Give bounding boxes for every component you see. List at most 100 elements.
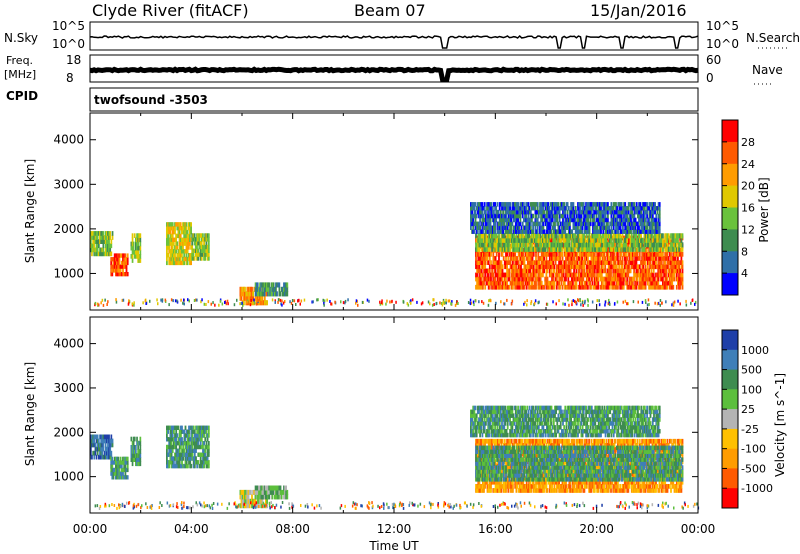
power-cell [577, 221, 579, 227]
power-cell [667, 256, 670, 261]
power-cell [492, 264, 495, 270]
power-cell [555, 229, 557, 234]
power-cell [656, 252, 659, 257]
power-cell [680, 242, 683, 248]
power-cell [545, 233, 548, 239]
power-cell [585, 280, 588, 286]
power-ground-cell [523, 302, 525, 306]
power-cell [484, 284, 487, 290]
power-cell [175, 222, 177, 227]
power-cell [535, 280, 537, 286]
power-cell [649, 276, 652, 282]
power-cell [500, 260, 503, 265]
power-cell [547, 260, 550, 265]
power-cell [548, 264, 551, 270]
power-ground-cell [212, 301, 214, 305]
power-cell [563, 252, 566, 257]
velocity-cell [131, 445, 134, 450]
power-cell [633, 264, 635, 270]
power-cell [184, 241, 187, 246]
power-ground-cell [645, 300, 647, 304]
power-cell [124, 257, 127, 262]
power-cell [482, 225, 485, 230]
power-cell [107, 239, 109, 244]
power-ground-cell [326, 298, 328, 302]
power-cell [516, 213, 518, 219]
power-cell [619, 272, 622, 278]
power-cell [627, 243, 630, 249]
power-cell [618, 221, 621, 227]
power-cell [555, 239, 558, 245]
power-cell [506, 264, 508, 270]
power-cell [204, 252, 207, 257]
power-cell [568, 272, 571, 278]
power-cell [541, 213, 544, 219]
power-cell [259, 282, 261, 288]
power-cell [104, 243, 107, 249]
power-cell [678, 284, 680, 290]
power-cell [566, 221, 569, 227]
power-cell [476, 209, 479, 215]
power-cell [631, 221, 633, 227]
power-cell [635, 284, 638, 290]
power-cell [516, 229, 518, 234]
power-cell [590, 209, 593, 215]
power-ground-cell [433, 303, 435, 306]
power-cell [595, 206, 598, 211]
power-cell [614, 284, 617, 290]
power-cell [485, 225, 487, 230]
power-cell [622, 217, 624, 223]
power-cell [258, 291, 260, 297]
power-cell [552, 213, 555, 219]
power-cell [136, 233, 138, 238]
velocity-cell [104, 434, 107, 440]
power-cell [501, 217, 503, 223]
power-ground-cell [176, 299, 178, 303]
power-cell [261, 300, 264, 306]
power-cell [527, 202, 530, 207]
power-cell [497, 284, 499, 290]
power-cell [576, 242, 579, 248]
power-cell [558, 229, 561, 234]
power-cell [531, 276, 534, 282]
power-cell [592, 264, 595, 270]
power-cell [184, 226, 187, 231]
power-cell [520, 264, 522, 270]
power-cell [613, 260, 616, 265]
power-cell [101, 247, 104, 253]
power-cell [497, 272, 499, 278]
power-cell [675, 242, 678, 248]
power-cell [675, 276, 678, 282]
power-cell [562, 237, 565, 243]
power-cell [556, 206, 559, 211]
power-cell [579, 213, 582, 219]
power-cell [197, 256, 199, 261]
power-cell [633, 209, 636, 215]
power-cell [656, 242, 659, 248]
power-cell [102, 235, 105, 240]
power-cell [524, 243, 527, 249]
power-cell [545, 237, 548, 243]
power-cell [532, 206, 534, 211]
power-ground-cell [673, 300, 676, 304]
power-cell [488, 246, 491, 252]
power-cell [474, 202, 477, 207]
power-cell [611, 221, 614, 227]
velocity-cell [93, 442, 96, 448]
power-cell [602, 264, 604, 270]
power-cell [119, 253, 122, 258]
power-cell [646, 202, 648, 207]
power-cell [577, 206, 579, 211]
power-cell [675, 284, 678, 290]
power-cell [94, 235, 97, 240]
power-cell [625, 280, 627, 286]
power-cell [604, 217, 607, 223]
power-cell [638, 233, 641, 239]
power-cell [116, 253, 118, 258]
power-cell [202, 244, 204, 250]
power-cell [505, 229, 508, 234]
power-cell [566, 242, 568, 248]
velocity-cell [138, 440, 141, 446]
power-cell [543, 217, 546, 223]
power-cell [203, 248, 205, 253]
